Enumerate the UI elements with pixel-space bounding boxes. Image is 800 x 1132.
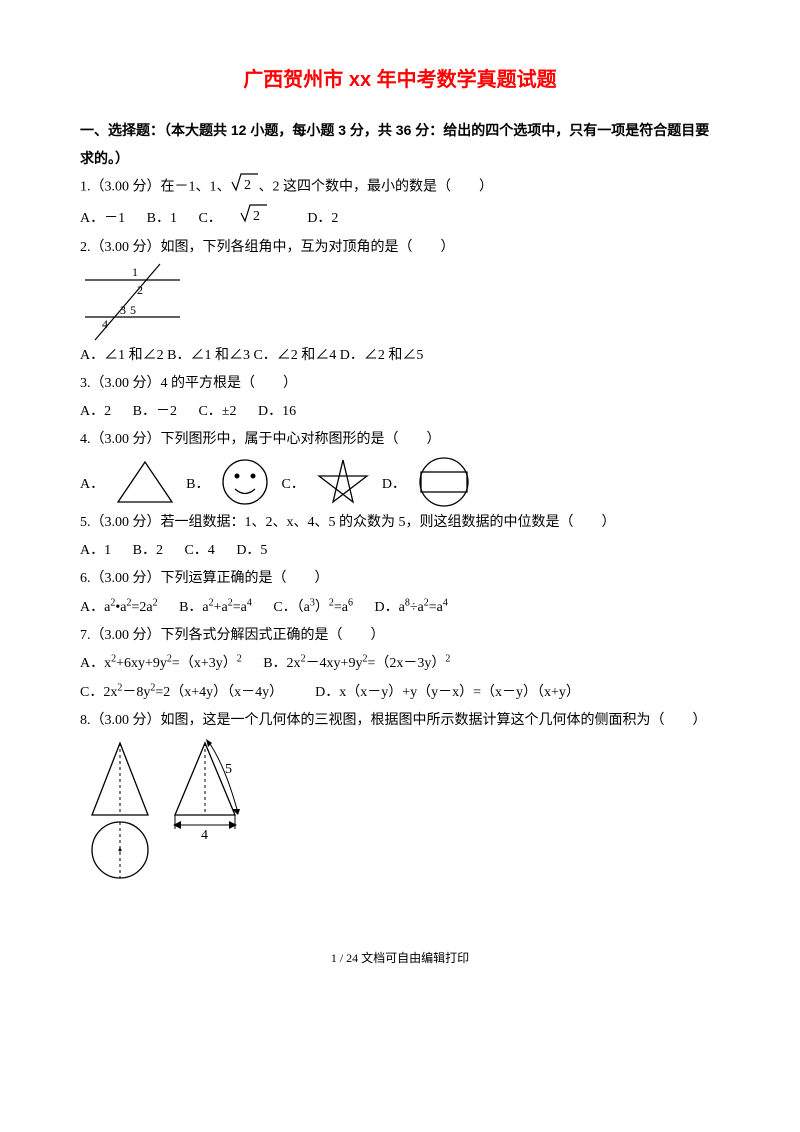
- q4-label-c: C．: [281, 471, 304, 509]
- q5-opt-b: B．2: [133, 543, 163, 558]
- triangle-icon: [110, 454, 180, 509]
- q6-choices: A．a2•a2=2a2 B．a2+a2=a4 C．（a3）2=a6 D．a8÷a…: [80, 593, 720, 622]
- q3-opt-d: D．16: [258, 404, 296, 419]
- q7-opt-b: B．2x2－4xy+9y2=（2x－3y）2: [263, 656, 450, 671]
- question-2: 2.（3.00 分）如图，下列各组角中，互为对顶角的是（ ）: [80, 234, 720, 262]
- q6-opt-c: C．（a3）2=a6: [273, 600, 353, 615]
- q1-opt-a: A．－1: [80, 211, 125, 226]
- q3-opt-c: C．±2: [198, 404, 236, 419]
- sqrt2-icon: 2: [240, 203, 268, 234]
- q1-choices: A．－1 B．1 C． 2 D．2: [80, 203, 720, 234]
- q3-choices: A．2 B．－2 C．±2 D．16: [80, 398, 720, 426]
- q7-choices-row1: A．x2+6xy+9y2=（x+3y）2 B．2x2－4xy+9y2=（2x－3…: [80, 650, 720, 679]
- q7-opt-a: A．x2+6xy+9y2=（x+3y）2: [80, 656, 242, 671]
- q1-opt-c-label: C．: [198, 211, 221, 226]
- svg-text:1: 1: [132, 265, 138, 279]
- svg-text:2: 2: [137, 283, 143, 297]
- question-4: 4.（3.00 分）下列图形中，属于中心对称图形的是（ ）: [80, 426, 720, 454]
- section-1-header: 一、选择题：（本大题共 12 小题，每小题 3 分，共 36 分：给出的四个选项…: [80, 116, 720, 172]
- svg-text:3: 3: [120, 303, 126, 317]
- question-6: 6.（3.00 分）下列运算正确的是（ ）: [80, 565, 720, 593]
- q5-opt-a: A．1: [80, 543, 111, 558]
- q1-opt-b: B．1: [147, 211, 177, 226]
- sqrt2-icon: 2: [231, 172, 259, 203]
- page-footer: 1 / 24 文档可自由编辑打印: [80, 946, 720, 970]
- q6-opt-b: B．a2+a2=a4: [179, 600, 252, 615]
- question-5: 5.（3.00 分）若一组数据：1、2、x、4、5 的众数为 5，则这组数据的中…: [80, 509, 720, 537]
- q2-choices: A．∠1 和∠2 B．∠1 和∠3 C．∠2 和∠4 D．∠2 和∠5: [80, 342, 720, 370]
- q6-opt-a: A．a2•a2=2a2: [80, 600, 158, 615]
- q1-text-b: 、2 这四个数中，最小的数是（ ）: [259, 180, 494, 195]
- svg-text:5: 5: [130, 303, 136, 317]
- q1-opt-c: C． 2: [198, 211, 285, 226]
- q1-text-a: 1.（3.00 分）在－1、1、: [80, 180, 231, 195]
- circle-rect-icon: [412, 454, 477, 509]
- question-8: 8.（3.00 分）如图，这是一个几何体的三视图，根据图中所示数据计算这个几何体…: [80, 707, 720, 735]
- q5-opt-c: C．4: [184, 543, 214, 558]
- page-title: 广西贺州市 xx 年中考数学真题试题: [80, 60, 720, 100]
- svg-text:2: 2: [253, 209, 260, 223]
- q7-opt-d: D．x（x－y）+y（y－x）=（x－y）（x+y）: [315, 685, 580, 700]
- q2-figure: 1 2 3 4 5: [80, 262, 720, 342]
- q7-opt-c: C．2x2－8y2=2（x+4y）（x－4y）: [80, 685, 283, 700]
- face-icon: [215, 454, 275, 509]
- question-1: 1.（3.00 分）在－1、1、 2 、2 这四个数中，最小的数是（ ）: [80, 172, 720, 203]
- q8-figure: 5 4: [80, 735, 720, 896]
- q6-opt-d: D．a8÷a2=a4: [375, 600, 448, 615]
- question-7: 7.（3.00 分）下列各式分解因式正确的是（ ）: [80, 622, 720, 650]
- svg-text:2: 2: [244, 178, 251, 192]
- svg-text:4: 4: [201, 828, 208, 843]
- q3-opt-b: B．－2: [133, 404, 177, 419]
- q7-choices-row2: C．2x2－8y2=2（x+4y）（x－4y） D．x（x－y）+y（y－x）=…: [80, 678, 720, 707]
- svg-text:5: 5: [225, 762, 232, 777]
- q5-choices: A．1 B．2 C．4 D．5: [80, 537, 720, 565]
- q4-label-b: B．: [186, 471, 209, 509]
- q3-opt-a: A．2: [80, 404, 111, 419]
- q4-label-d: D．: [382, 471, 406, 509]
- q4-choices: A． B． C． D．: [80, 454, 720, 509]
- q1-opt-d: D．2: [307, 211, 338, 226]
- star-icon: [311, 454, 376, 509]
- q4-label-a: A．: [80, 471, 104, 509]
- question-3: 3.（3.00 分）4 的平方根是（ ）: [80, 370, 720, 398]
- q5-opt-d: D．5: [236, 543, 267, 558]
- svg-text:4: 4: [102, 317, 108, 331]
